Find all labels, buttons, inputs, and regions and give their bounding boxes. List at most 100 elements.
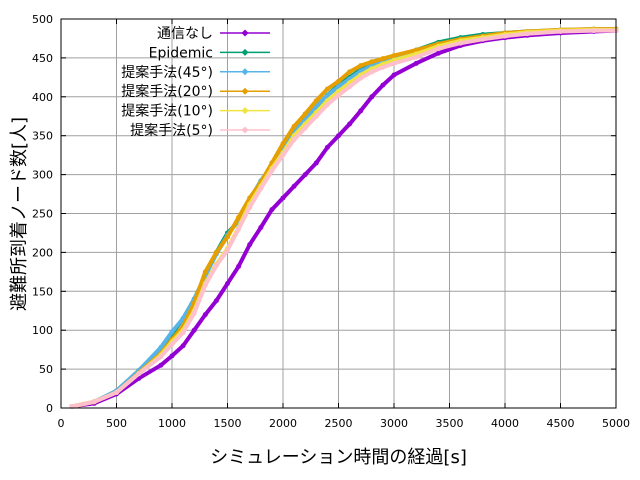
data-point <box>213 298 219 304</box>
data-point <box>413 60 419 66</box>
x-tick-label: 5000 <box>602 417 630 430</box>
data-point <box>458 40 464 46</box>
data-point <box>236 214 242 220</box>
legend-label: Epidemic <box>149 45 213 61</box>
y-tick-label: 50 <box>39 363 53 376</box>
data-point <box>280 195 286 201</box>
data-point <box>191 310 197 316</box>
data-point <box>169 329 175 335</box>
data-point <box>324 92 330 98</box>
axis-ticks: 0 500 1000 1500 2000 2500 3000 3500 4000 4500 5000… <box>32 13 630 430</box>
data-point <box>358 75 364 81</box>
data-point <box>247 204 253 210</box>
data-point <box>236 263 242 269</box>
data-point <box>202 282 208 288</box>
y-tick-label: 300 <box>32 169 53 182</box>
y-tick-label: 150 <box>32 285 53 298</box>
y-tick-label: 200 <box>32 246 53 259</box>
data-point <box>236 226 242 232</box>
y-tick-label: 450 <box>32 52 53 65</box>
data-point <box>158 354 164 360</box>
legend-label: 提案手法(45°) <box>121 64 213 81</box>
legend: 通信なし Epidemic 提案手法(45°) 提案手法(20°) 提案手法(10°) 提… <box>121 26 270 139</box>
data-point <box>313 113 319 119</box>
data-point <box>291 123 297 129</box>
data-point <box>324 86 330 92</box>
series-5 <box>69 28 619 409</box>
x-tick-label: 2500 <box>325 417 353 430</box>
data-point <box>369 94 375 100</box>
data-point <box>413 54 419 60</box>
legend-swatch-marker <box>241 87 249 95</box>
data-point <box>380 82 386 88</box>
data-point <box>247 242 253 248</box>
data-point <box>280 140 286 146</box>
data-point <box>225 247 230 253</box>
legend-swatch-marker <box>241 107 249 115</box>
y-tick-label: 250 <box>32 208 53 221</box>
data-point <box>358 63 364 69</box>
data-point <box>558 28 563 34</box>
x-tick-label: 4000 <box>491 417 519 430</box>
data-point <box>502 33 508 39</box>
data-point <box>202 312 208 318</box>
data-point <box>158 344 164 350</box>
y-axis-title: 避難所到着ノード数[人] <box>9 117 30 311</box>
data-point <box>302 111 308 117</box>
series-layer <box>69 26 619 409</box>
data-point <box>191 327 197 333</box>
data-point <box>258 186 264 192</box>
data-point <box>591 28 597 34</box>
legend-label: 通信なし <box>157 26 213 42</box>
data-point <box>391 60 397 66</box>
data-point <box>213 249 219 255</box>
grid <box>61 19 616 408</box>
data-point <box>391 53 397 59</box>
data-point <box>358 108 364 114</box>
legend-label: 提案手法(5°) <box>130 122 213 139</box>
data-point <box>380 56 386 62</box>
x-tick-label: 3000 <box>380 417 408 430</box>
data-point <box>225 281 230 287</box>
x-tick-label: 3500 <box>436 417 464 430</box>
data-point <box>302 125 308 131</box>
x-tick-label: 500 <box>106 417 127 430</box>
data-point <box>380 64 386 70</box>
data-point <box>169 353 175 359</box>
data-point <box>347 69 353 75</box>
data-point <box>180 343 186 349</box>
data-point <box>158 362 164 368</box>
y-tick-label: 500 <box>32 13 53 26</box>
y-tick-label: 400 <box>32 91 53 104</box>
data-point <box>369 69 375 75</box>
data-point <box>302 172 308 178</box>
x-tick-label: 2000 <box>269 417 297 430</box>
data-point <box>347 84 353 90</box>
y-tick-label: 0 <box>46 402 53 415</box>
data-point <box>114 389 119 395</box>
data-point <box>324 102 330 108</box>
data-point <box>336 133 341 139</box>
data-point <box>269 168 275 174</box>
data-point <box>336 92 341 98</box>
x-axis-title: シミュレーション時間の経過[s] <box>210 447 467 468</box>
legend-label: 提案手法(10°) <box>121 103 213 120</box>
data-point <box>435 46 441 52</box>
data-point <box>180 330 186 336</box>
data-point <box>202 269 208 275</box>
y-tick-label: 100 <box>32 324 53 337</box>
data-point <box>391 72 397 78</box>
data-point <box>480 36 486 42</box>
data-point <box>347 121 353 127</box>
data-point <box>291 137 297 143</box>
x-tick-label: 1000 <box>158 417 186 430</box>
data-point <box>435 50 441 56</box>
data-point <box>524 31 530 37</box>
data-point <box>169 341 175 347</box>
data-point <box>213 263 219 269</box>
data-point <box>313 98 319 104</box>
x-tick-label: 0 <box>58 417 65 430</box>
data-point <box>280 152 286 158</box>
data-point <box>91 399 97 405</box>
